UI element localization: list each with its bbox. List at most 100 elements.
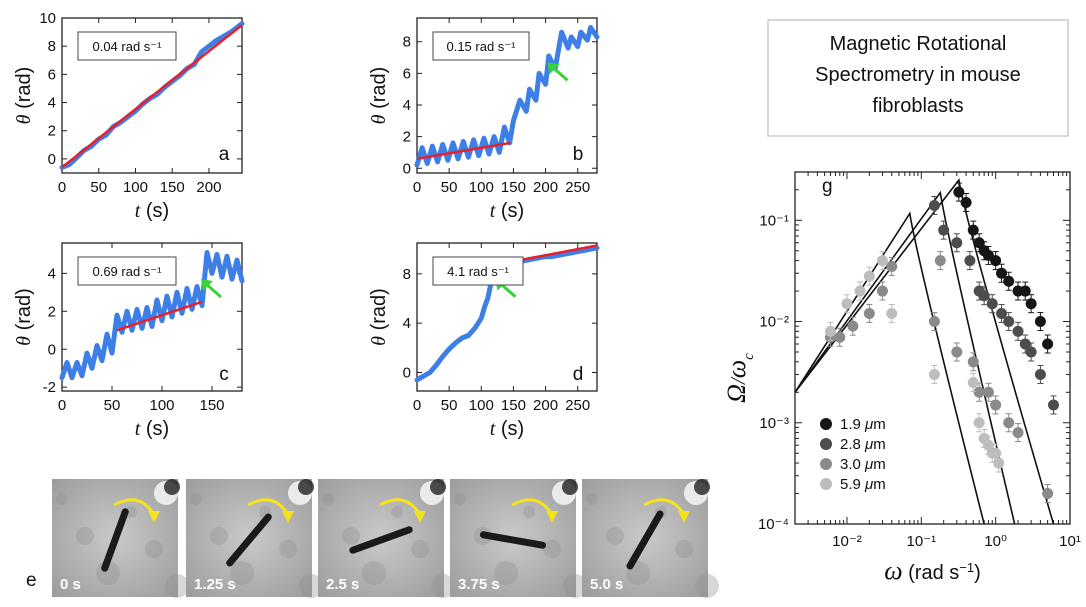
data-point xyxy=(876,285,888,297)
panel-letter: d xyxy=(573,364,584,385)
data-point xyxy=(1003,316,1015,328)
x-tick-label: 50 xyxy=(104,397,121,414)
y-tick-label: 8 xyxy=(48,38,56,55)
cell-texture xyxy=(494,561,518,585)
panel-a-chart: 0 50 100 150 200 0 2 4 6 8 10 t (s) θ (rad) 0.04 rad … xyxy=(13,10,245,222)
data-point xyxy=(934,255,946,267)
rotation-arrow-head xyxy=(148,511,160,523)
panel-letter: c xyxy=(219,364,229,385)
y-tick-label: 0 xyxy=(48,341,56,358)
rate-label: 0.69 rad s⁻¹ xyxy=(92,264,162,279)
figure-title-line-3: fibroblasts xyxy=(872,95,963,117)
legend-marker xyxy=(820,478,832,490)
y-tick-label: 10⁻⁴ xyxy=(758,516,789,533)
y-tick-label: 6 xyxy=(403,65,411,82)
magnetic-rod xyxy=(101,508,129,572)
y-tick-label: 8 xyxy=(403,34,411,51)
data-point xyxy=(990,399,1002,411)
data-point xyxy=(876,255,888,267)
annotation-arrow-head xyxy=(201,279,213,292)
x-tick-label: 200 xyxy=(533,179,558,196)
data-point xyxy=(967,224,979,236)
data-point xyxy=(863,270,875,282)
x-tick-label: 50 xyxy=(441,397,458,414)
x-tick-label: 150 xyxy=(501,179,526,196)
cell-texture xyxy=(695,574,719,598)
x-tick-label: 10⁻¹ xyxy=(907,533,937,550)
panel-b-chart: 0 50 100 150 200 250 0 2 4 6 8 t (s) θ (rad) 0.15 rad… xyxy=(368,17,600,222)
data-point xyxy=(928,316,940,328)
x-tick-label: 10¹ xyxy=(1059,533,1081,550)
fit-line xyxy=(416,141,511,161)
data-point xyxy=(841,298,853,310)
x-tick-label: 0 xyxy=(413,397,421,414)
cell-texture xyxy=(322,493,334,505)
data-point xyxy=(953,186,965,198)
data-point xyxy=(886,260,898,272)
data-point xyxy=(990,447,1002,459)
figure-title-line-2: Spectrometry in mouse xyxy=(815,64,1021,86)
fit-line xyxy=(116,300,203,332)
y-tick-label: 0 xyxy=(403,365,411,382)
rate-label: 0.15 rad s⁻¹ xyxy=(446,39,516,54)
legend-marker xyxy=(820,458,832,470)
cell-texture xyxy=(145,540,163,558)
dark-spot xyxy=(298,479,314,495)
data-point xyxy=(978,290,990,302)
y-tick-label: 10 xyxy=(39,10,56,27)
data-point xyxy=(1003,275,1015,287)
cell-texture xyxy=(56,493,68,505)
dark-spot xyxy=(694,479,710,495)
y-tick-label: 2 xyxy=(403,129,411,146)
cell-texture xyxy=(299,574,323,598)
panel-letter: a xyxy=(219,144,230,165)
x-axis-label: t (s) xyxy=(490,418,524,440)
frame-timestamp: 5.0 s xyxy=(590,576,623,593)
data-point xyxy=(996,267,1008,279)
data-point xyxy=(964,255,976,267)
magnetic-rod xyxy=(479,531,547,549)
y-tick-label: 8 xyxy=(403,266,411,283)
data-series-line xyxy=(414,25,600,168)
data-point xyxy=(982,386,994,398)
data-point xyxy=(928,200,940,212)
y-tick-label: 10⁻² xyxy=(759,314,789,331)
data-point xyxy=(847,320,859,332)
y-axis-label: θ (rad) xyxy=(368,67,390,125)
x-tick-label: 150 xyxy=(160,179,185,196)
data-point xyxy=(1034,368,1046,380)
data-point xyxy=(993,457,1005,469)
x-axis-label: ω (rad s−1) xyxy=(884,556,981,585)
frame-timestamp: 2.5 s xyxy=(326,576,359,593)
video-frame: 1.25 s xyxy=(186,479,323,598)
x-tick-label: 50 xyxy=(90,179,107,196)
x-tick-label: 100 xyxy=(469,179,494,196)
data-point xyxy=(863,308,875,320)
cell-texture xyxy=(411,540,429,558)
data-point xyxy=(1025,298,1037,310)
video-frame: 5.0 s xyxy=(582,479,719,598)
data-point xyxy=(1042,338,1054,350)
panel-g-chart: 10⁻² 10⁻¹ 10⁰ 10¹ 10⁻⁴ 10⁻³ 10⁻² 10⁻¹ 1.9 μm 2.8 … xyxy=(722,171,1081,585)
cell-texture xyxy=(210,527,228,545)
rate-label: 0.04 rad s⁻¹ xyxy=(92,39,162,54)
x-tick-label: 0 xyxy=(413,179,421,196)
legend-label: 1.9 μm xyxy=(840,416,886,433)
panel-letter: b xyxy=(573,144,584,165)
magnetic-rod xyxy=(626,510,664,570)
cell-texture xyxy=(543,540,561,558)
x-tick-label: 0 xyxy=(58,179,66,196)
data-point xyxy=(1019,285,1031,297)
y-axis-label: Ω/ωc xyxy=(722,353,757,403)
legend-label: 3.0 μm xyxy=(840,456,886,473)
x-tick-label: 250 xyxy=(565,397,590,414)
frame-timestamp: 3.75 s xyxy=(458,576,500,593)
panel-e-frames: e 0 s 1.25 s 2.5 s 3.75 s 5.0 s xyxy=(26,479,719,598)
data-point xyxy=(1034,316,1046,328)
data-point xyxy=(938,224,950,236)
panel-d-chart: 0 50 100 150 200 250 0 4 8 t (s) θ (rad) 4.1 rad s⁻… xyxy=(368,242,600,440)
data-point xyxy=(1012,427,1024,439)
data-point xyxy=(973,386,985,398)
y-tick-label: 10⁻³ xyxy=(759,415,789,432)
